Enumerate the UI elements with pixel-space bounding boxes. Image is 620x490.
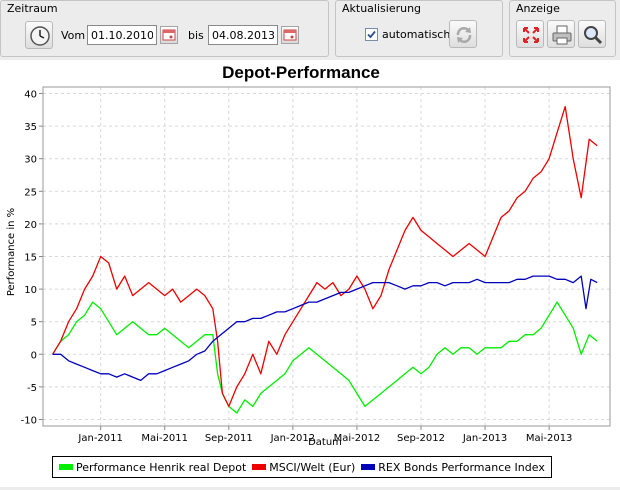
x-tick-label: Jan-2013 — [462, 433, 507, 444]
legend-swatch — [59, 464, 73, 470]
chart-legend: Performance Henrik real Depot MSCI/Welt … — [52, 456, 552, 478]
zeitraum-group: Zeitraum Vom bis — [0, 0, 329, 57]
calendar-icon — [162, 29, 176, 41]
x-tick-label: Mai-2012 — [334, 433, 381, 444]
legend-item-msci: MSCI/Welt (Eur) — [252, 461, 355, 474]
y-tick-label: 20 — [24, 220, 37, 231]
to-calendar-button[interactable] — [281, 26, 299, 44]
chart-title: Depot-Performance — [222, 63, 380, 82]
y-axis-label: Performance in % — [6, 208, 17, 296]
y-tick-label: 15 — [24, 253, 37, 264]
y-tick-label: 5 — [31, 318, 37, 329]
aktualisierung-title: Aktualisierung — [340, 2, 424, 15]
zoom-button[interactable] — [578, 20, 606, 48]
fullscreen-icon — [523, 27, 539, 43]
anzeige-title: Anzeige — [514, 2, 562, 15]
from-calendar-button[interactable] — [160, 26, 178, 44]
aktualisierung-group: Aktualisierung automatisch — [335, 0, 503, 57]
legend-label: MSCI/Welt (Eur) — [269, 460, 356, 474]
x-tick-label: Jan-2012 — [270, 433, 315, 444]
y-tick-label: 40 — [24, 90, 37, 101]
clock-button[interactable] — [25, 21, 53, 49]
x-tick-label: Jan-2011 — [77, 433, 122, 444]
y-tick-label: -5 — [27, 383, 37, 394]
auto-refresh-checkbox[interactable] — [365, 28, 378, 41]
refresh-icon — [456, 27, 472, 43]
legend-label: Performance Henrik real Depot — [76, 460, 247, 474]
to-date-field[interactable] — [208, 25, 278, 45]
calendar-icon — [283, 29, 297, 41]
x-tick-label: Sep-2011 — [205, 433, 253, 444]
to-label: bis — [188, 29, 204, 42]
legend-swatch — [252, 464, 267, 470]
fullscreen-button[interactable] — [516, 20, 544, 48]
y-tick-label: 35 — [24, 122, 37, 133]
y-tick-label: 0 — [31, 350, 37, 361]
y-tick-label: 25 — [24, 187, 37, 198]
print-icon — [552, 25, 572, 45]
x-tick-label: Sep-2012 — [397, 433, 445, 444]
zeitraum-title: Zeitraum — [5, 2, 60, 15]
performance-chart: Depot-Performance Performance in % Datum… — [6, 63, 611, 448]
y-tick-label: 10 — [24, 285, 37, 296]
refresh-button[interactable] — [449, 20, 477, 48]
legend-label: REX Bonds Performance Index — [378, 460, 545, 474]
anzeige-group: Anzeige — [509, 0, 616, 57]
zoom-icon — [584, 26, 603, 45]
legend-item-henrik: Performance Henrik real Depot — [59, 461, 246, 474]
checkmark-icon — [367, 30, 376, 39]
plot-frame — [42, 86, 611, 427]
from-label: Vom — [61, 29, 86, 42]
auto-refresh-label[interactable]: automatisch — [382, 28, 451, 41]
legend-item-rex: REX Bonds Performance Index — [361, 461, 545, 474]
x-tick-label: Mai-2011 — [141, 433, 188, 444]
legend-swatch — [361, 464, 376, 470]
series-line-2 — [52, 275, 598, 382]
y-tick-label: 30 — [24, 155, 37, 166]
clock-icon — [30, 26, 50, 46]
series-line-0 — [52, 301, 598, 414]
from-date-field[interactable] — [87, 25, 157, 45]
series-line-1 — [52, 105, 598, 408]
x-tick-label: Mai-2013 — [526, 433, 573, 444]
print-button[interactable] — [547, 20, 575, 48]
x-axis-label: Datum — [308, 437, 342, 448]
y-tick-label: -10 — [21, 415, 37, 426]
chart-panel: Depot-Performance Performance in % Datum… — [0, 60, 620, 487]
